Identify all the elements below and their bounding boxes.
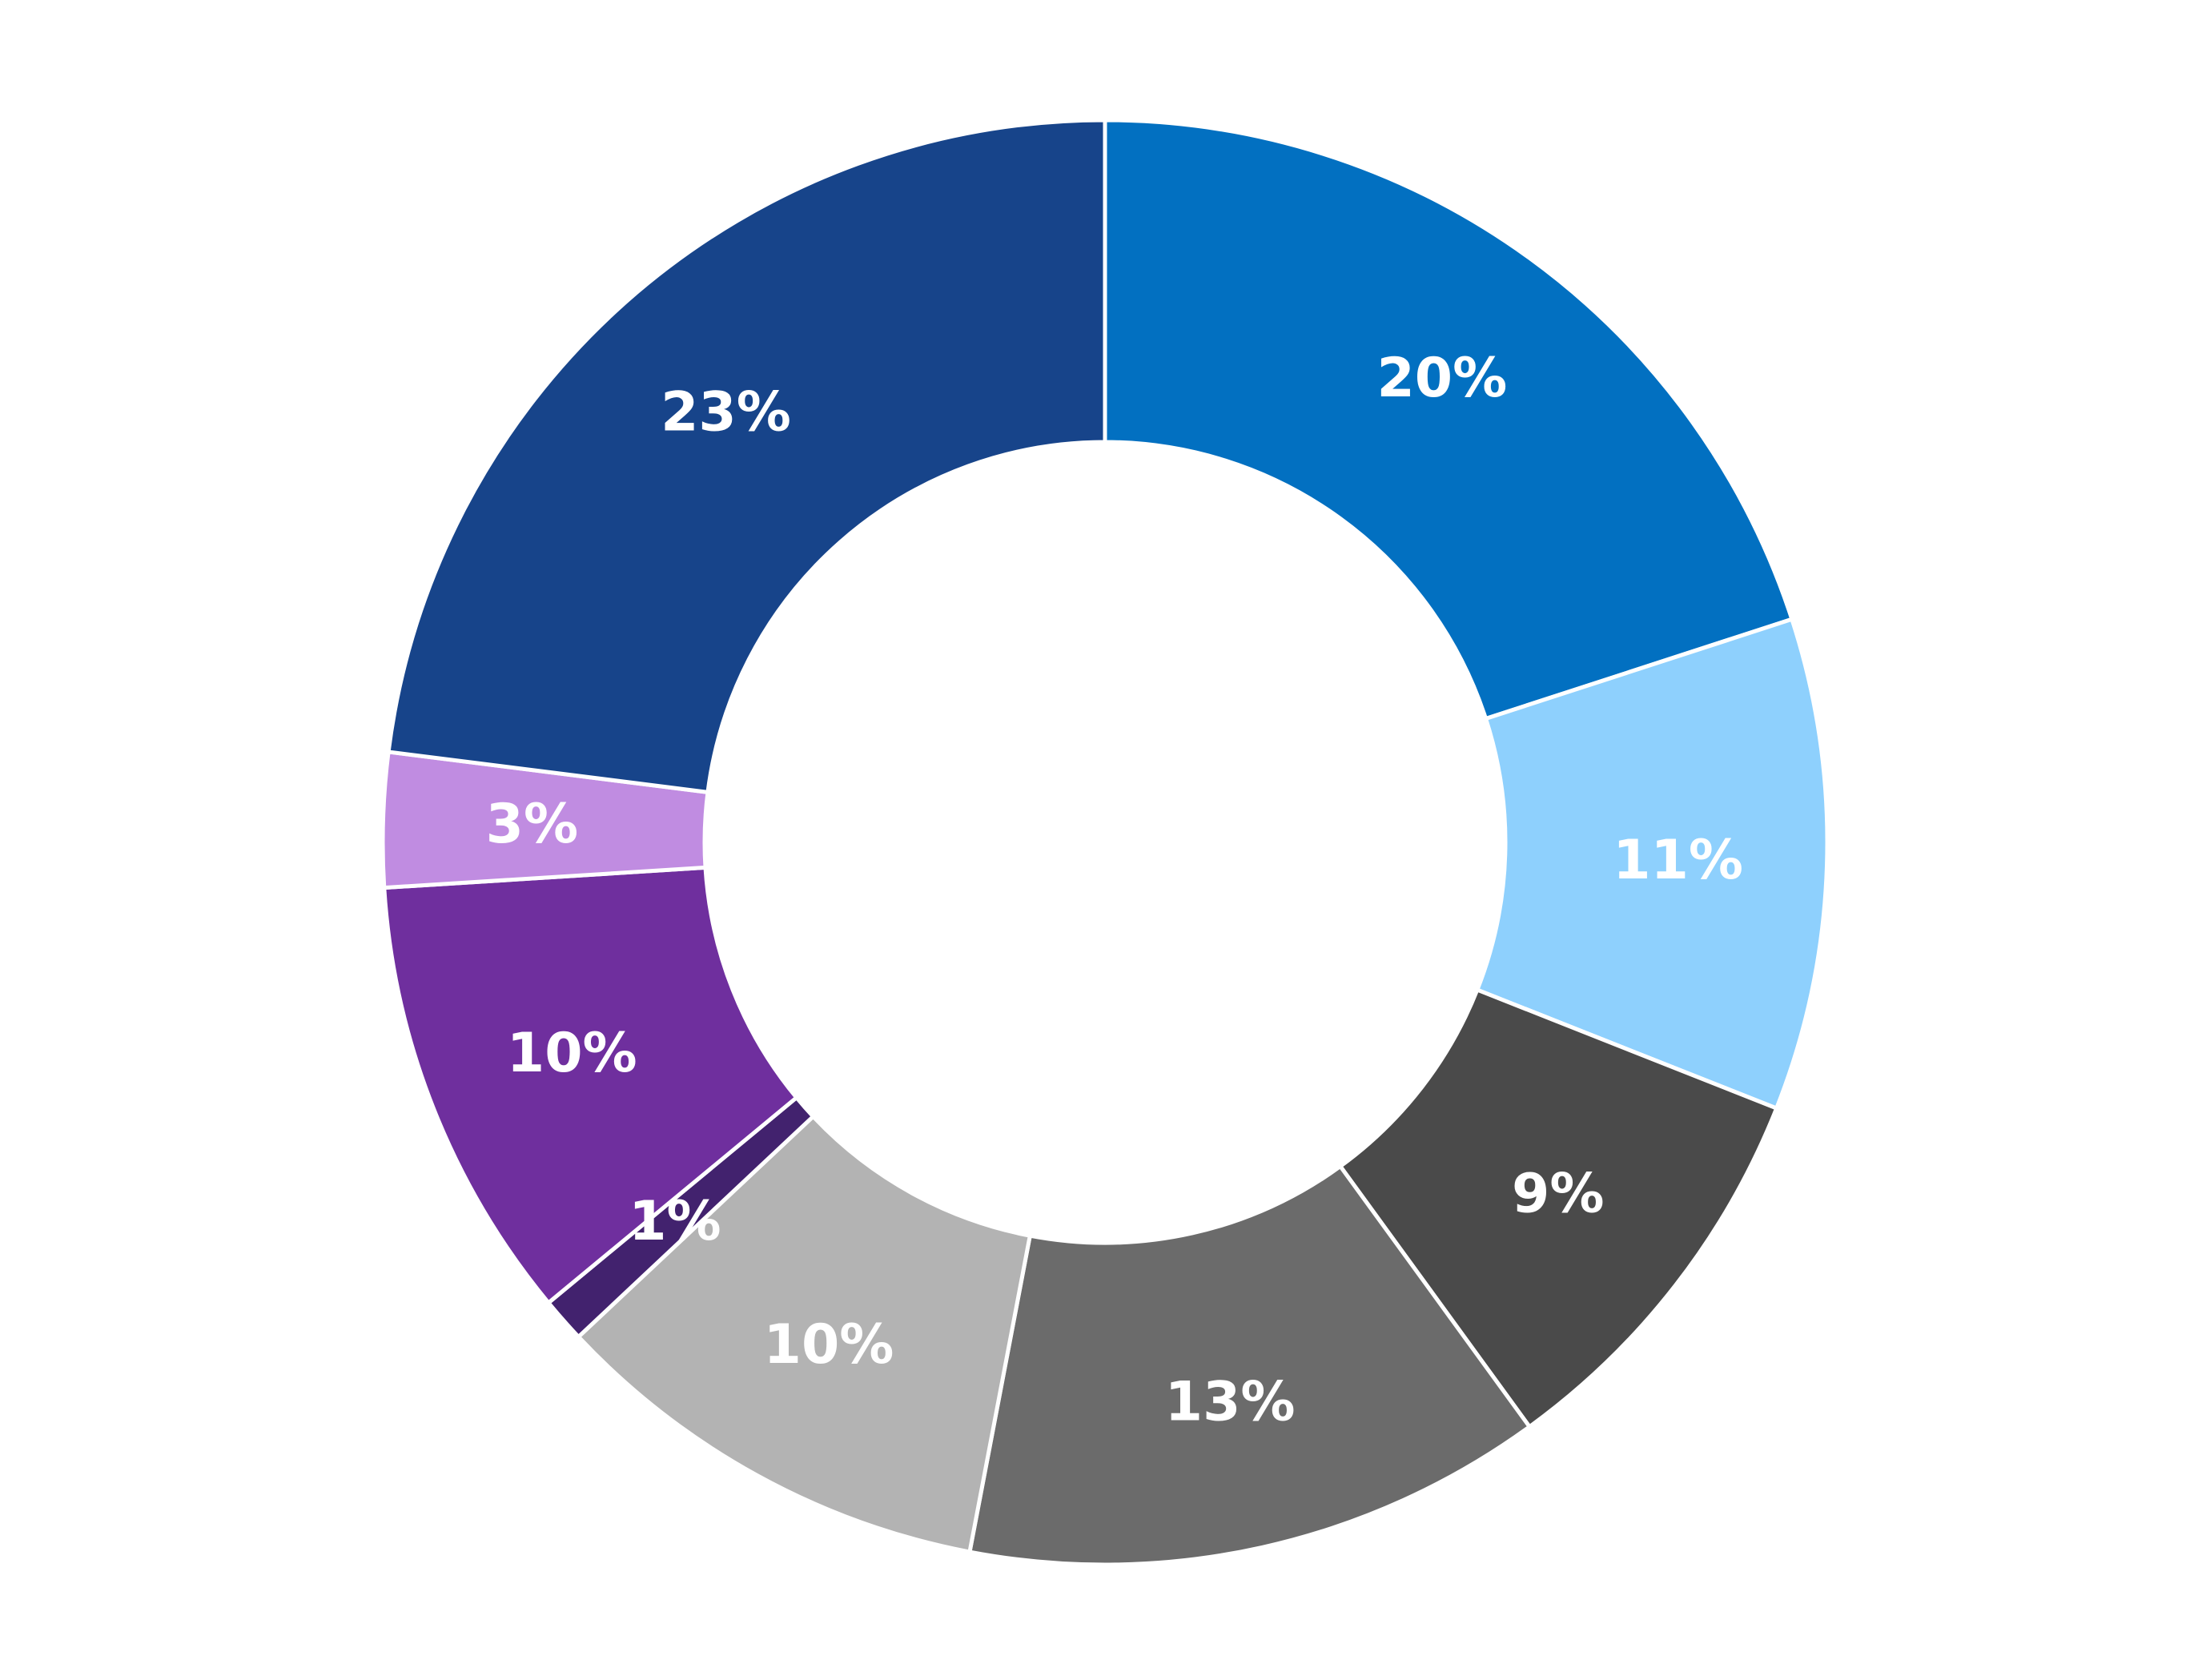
donut-slice-2: [1337, 987, 1779, 1430]
slice-label-7: 3%: [486, 793, 578, 856]
donut-slice-6: [382, 865, 800, 1306]
slices-layer: [380, 118, 1830, 1567]
slice-label-2: 9%: [1512, 1162, 1604, 1225]
slice-label-0: 20%: [1376, 347, 1507, 410]
slice-label-1: 11%: [1613, 829, 1743, 892]
slice-label-5: 1%: [629, 1190, 721, 1253]
donut-slice-1: [1474, 617, 1830, 1111]
slice-label-8: 23%: [661, 380, 791, 444]
slice-label-4: 10%: [764, 1313, 894, 1377]
donut-slice-8: [386, 118, 1107, 795]
slice-label-3: 13%: [1165, 1370, 1296, 1433]
labels-layer: 20% 11% 9% 13% 10% 1% 10% 3% 23%: [486, 347, 1743, 1433]
donut-slice-4: [575, 1113, 1033, 1554]
donut-slice-0: [1103, 118, 1795, 721]
donut-slice-3: [967, 1164, 1533, 1567]
slice-label-6: 10%: [507, 1022, 637, 1085]
